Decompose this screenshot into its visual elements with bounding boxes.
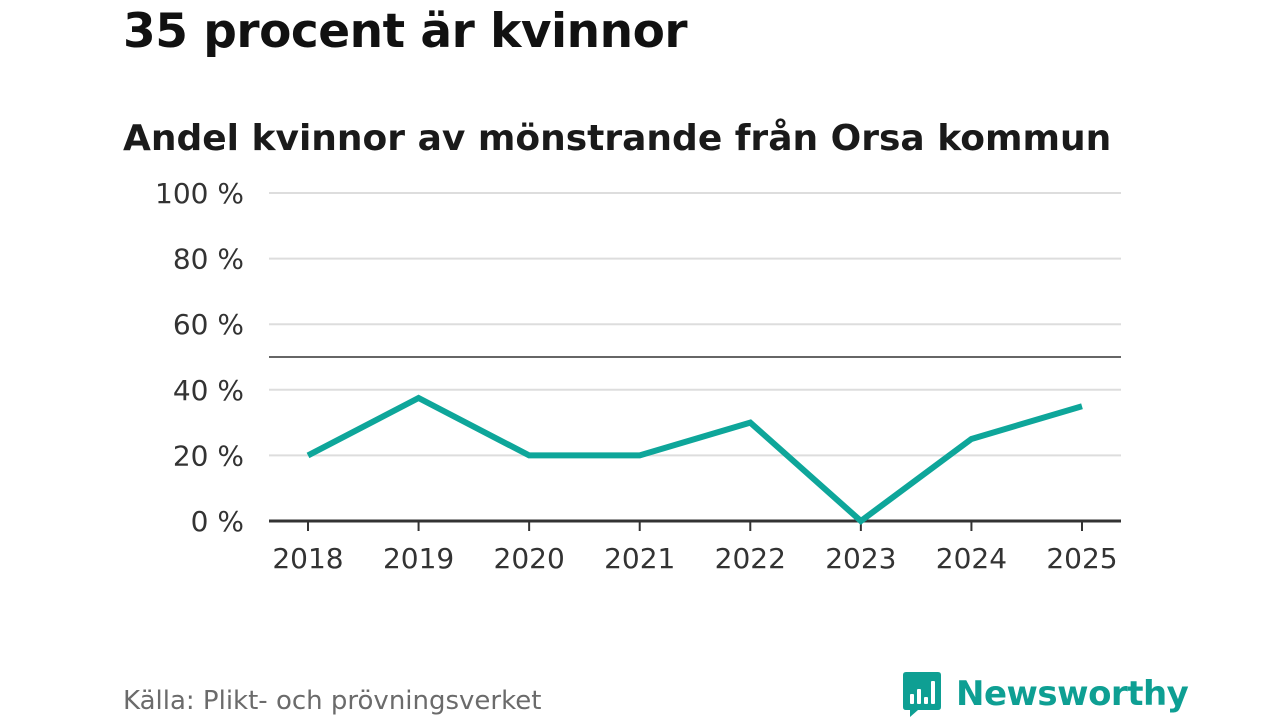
x-tick-label: 2022 <box>715 542 786 575</box>
y-tick-label: 100 % <box>155 177 244 210</box>
brand-name: Newsworthy <box>956 674 1189 714</box>
headline: 35 procent är kvinnor <box>123 4 688 59</box>
x-tick-label: 2025 <box>1046 542 1117 575</box>
brand-logo: Newsworthy <box>902 670 1189 718</box>
source-note: Källa: Plikt- och prövningsverket <box>123 686 542 716</box>
y-tick-label: 0 % <box>191 505 244 538</box>
series-line <box>306 394 1083 525</box>
line-chart: 0 % 20 % 40 % 60 % 80 % 100 % 2018 2019 2020 202… <box>155 177 1121 575</box>
y-tick-label: 60 % <box>173 308 244 341</box>
x-tick-label: 2024 <box>936 542 1007 575</box>
y-tick-label: 20 % <box>173 439 244 472</box>
x-tick-label: 2020 <box>494 542 565 575</box>
series-layer <box>306 394 1083 525</box>
y-tick-label: 80 % <box>173 243 244 276</box>
bar-chart-speech-bubble-icon <box>903 672 941 717</box>
y-tick-label: 40 % <box>173 374 244 407</box>
y-axis-ticks: 0 % 20 % 40 % 60 % 80 % 100 % <box>155 177 244 538</box>
x-axis-ticks: 2018 2019 2020 2021 2022 2023 2024 2025 <box>272 521 1118 575</box>
chart-title: Andel kvinnor av mönstrande från Orsa ko… <box>123 118 1112 159</box>
x-tick-label: 2023 <box>825 542 896 575</box>
gridlines <box>269 192 1121 457</box>
x-tick-label: 2018 <box>272 542 343 575</box>
x-tick-label: 2019 <box>383 542 454 575</box>
x-tick-label: 2021 <box>604 542 675 575</box>
